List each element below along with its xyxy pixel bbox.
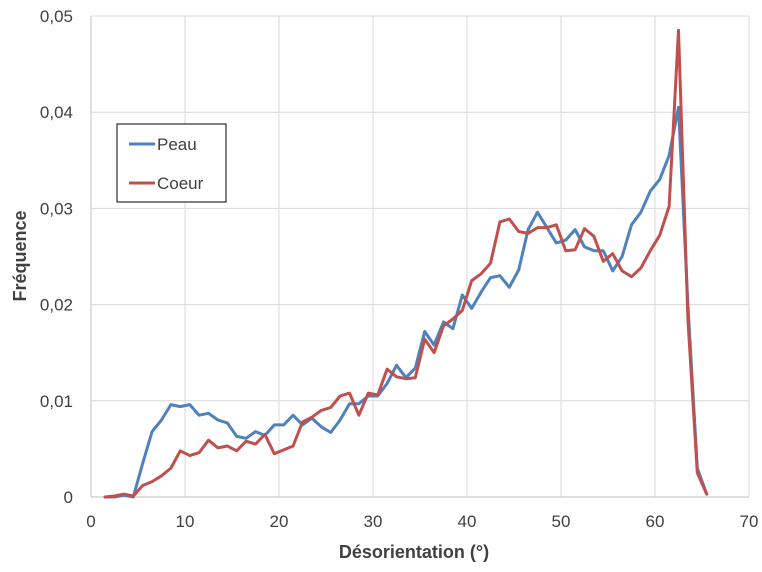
x-tick-label: 20: [270, 512, 289, 531]
y-tick-label: 0,03: [40, 199, 73, 218]
y-tick-label: 0: [64, 488, 73, 507]
gridlines: [91, 15, 750, 497]
legend-label-coeur: Coeur: [157, 174, 204, 193]
legend-box: [116, 123, 227, 203]
legend: Peau Coeur: [116, 123, 227, 203]
y-axis-title: Fréquence: [10, 210, 30, 301]
x-tick-label: 60: [646, 512, 665, 531]
series-lines: [103, 28, 709, 499]
x-tick-label: 0: [86, 512, 95, 531]
x-tick-label: 50: [552, 512, 571, 531]
x-tick-label: 40: [458, 512, 477, 531]
x-axis-title: Désorientation (°): [339, 542, 489, 562]
tick-labels: 0 10 20 30 40 50 60 70 0 0,01 0,02 0,03 0,04 0,05: [40, 7, 759, 531]
series-line-coeur: [103, 28, 709, 499]
y-tick-label: 0,02: [40, 296, 73, 315]
x-tick-label: 70: [740, 512, 759, 531]
y-tick-label: 0,04: [40, 103, 73, 122]
y-tick-label: 0,05: [40, 7, 73, 26]
x-tick-label: 10: [176, 512, 195, 531]
y-tick-label: 0,01: [40, 392, 73, 411]
legend-label-peau: Peau: [157, 135, 197, 154]
x-tick-label: 30: [364, 512, 383, 531]
axes: [90, 16, 749, 498]
